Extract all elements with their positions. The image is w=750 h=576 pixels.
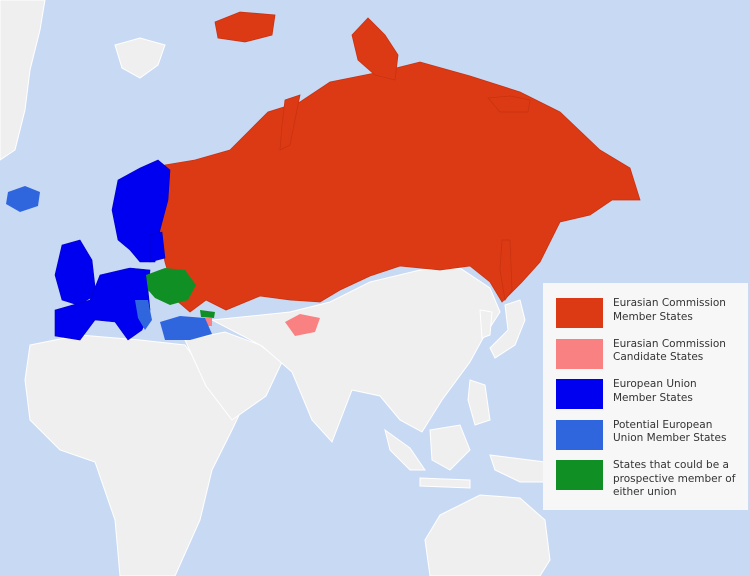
new-siberian-islands	[487, 95, 531, 113]
middle-east	[184, 331, 283, 421]
franz-josef-land	[214, 11, 276, 43]
legend-label: Eurasian Commission Candidate States	[613, 337, 726, 364]
sumatra	[384, 428, 426, 471]
japan	[489, 299, 526, 359]
eu-potential-swatch	[556, 419, 603, 450]
greenland	[0, 0, 46, 161]
legend-label: Potential European Union Member States	[613, 418, 727, 445]
either-union-swatch	[556, 460, 603, 490]
south-east-asia-mainland	[210, 267, 501, 443]
svalbard	[114, 37, 166, 79]
australia	[424, 494, 551, 576]
legend-item-eu-member: European Union Member States	[556, 378, 748, 419]
iceland	[6, 186, 40, 212]
either-union-states	[146, 268, 215, 318]
korea	[479, 309, 493, 339]
eurasian-candidate-swatch	[556, 338, 603, 369]
eurasian-member-swatch	[556, 298, 603, 328]
novaya-zemlya	[279, 94, 301, 151]
sakhalin	[499, 239, 513, 302]
java	[419, 477, 471, 489]
legend-item-either-union: States that could be a prospective membe…	[556, 459, 748, 500]
georgia	[200, 310, 215, 318]
africa	[24, 334, 251, 576]
philippines	[467, 379, 491, 426]
uk-ireland	[54, 239, 97, 306]
eu-member-swatch	[556, 379, 603, 409]
legend-label: Eurasian Commission Member States	[613, 297, 726, 323]
ukraine-moldova	[146, 268, 196, 305]
legend-label: European Union Member States	[613, 378, 697, 404]
eu-member-states	[54, 159, 171, 341]
kyrgyzstan	[285, 314, 320, 336]
turkey	[160, 316, 212, 340]
legend-item-eurasian-member: Eurasian Commission Member States	[556, 297, 748, 338]
eurasian-member-states	[157, 11, 641, 313]
russia-kazakhstan-belarus	[157, 61, 641, 313]
legend-item-eu-potential: Potential European Union Member States	[556, 419, 748, 460]
borneo	[429, 424, 471, 471]
legend-item-eurasian-candidate: Eurasian Commission Candidate States	[556, 338, 748, 379]
eu-potential-states	[6, 186, 212, 340]
balkans	[135, 300, 152, 330]
neutral-land	[0, 0, 561, 576]
legend-label: States that could be a prospective membe…	[613, 459, 736, 498]
baltics	[149, 231, 166, 263]
new-guinea	[489, 454, 561, 483]
legend: Eurasian Commission Member States Eurasi…	[543, 283, 748, 510]
chukotka	[351, 17, 399, 81]
